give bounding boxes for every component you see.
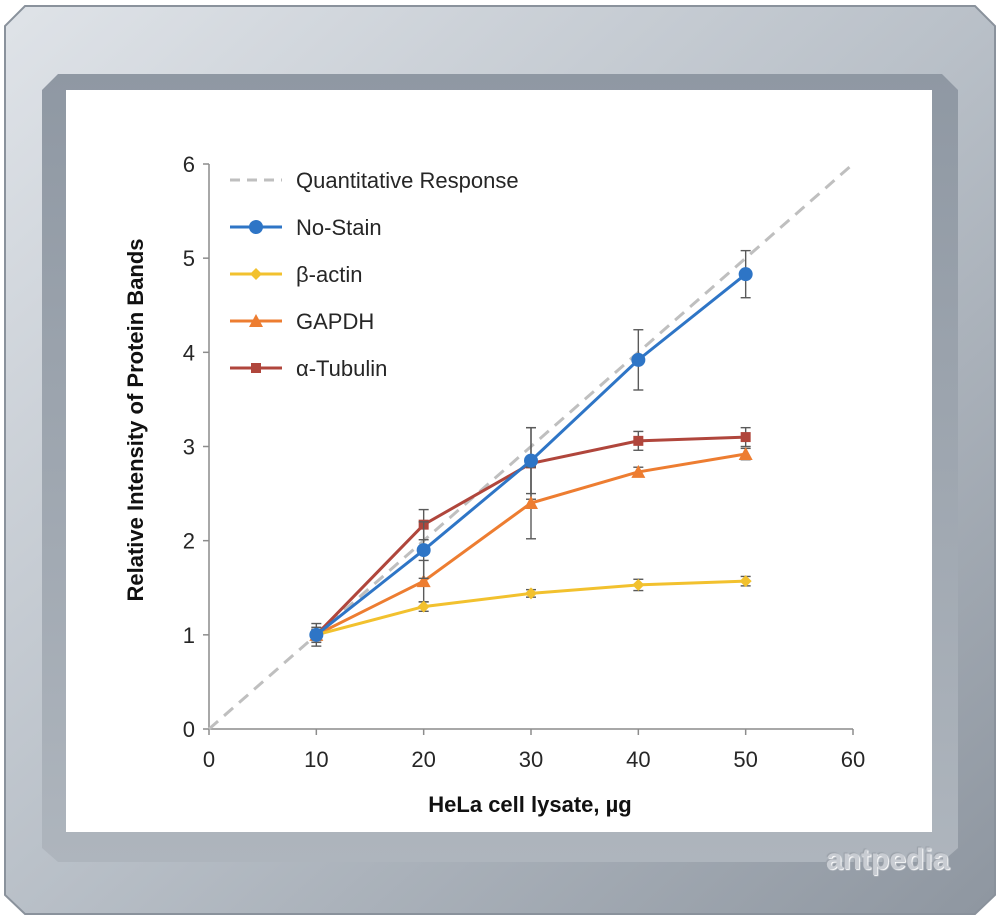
legend-marker bbox=[251, 363, 261, 373]
series-group bbox=[208, 162, 854, 731]
legend-label: No-Stain bbox=[296, 215, 382, 240]
x-axis-title: HeLa cell lysate, µg bbox=[428, 792, 631, 817]
data-point bbox=[738, 267, 753, 282]
data-point bbox=[740, 432, 751, 443]
legend-item: GAPDH bbox=[230, 309, 374, 334]
y-tick-label: 5 bbox=[183, 246, 195, 271]
y-tick-label: 3 bbox=[183, 435, 195, 460]
legend-item: β-actin bbox=[230, 262, 362, 287]
x-tick-label: 30 bbox=[519, 747, 543, 772]
legend-label: β-actin bbox=[296, 262, 362, 287]
x-tick-label: 0 bbox=[203, 747, 215, 772]
data-point bbox=[417, 600, 430, 613]
data-point bbox=[631, 352, 646, 367]
legend-label: Quantitative Response bbox=[296, 168, 519, 193]
legend-marker bbox=[249, 314, 263, 327]
y-tick-label: 0 bbox=[183, 717, 195, 742]
y-tick-labels: 0 1 2 3 4 5 6 bbox=[183, 152, 209, 742]
legend: Quantitative Response No-Stain β-actin GAPD… bbox=[230, 168, 519, 381]
legend-label: GAPDH bbox=[296, 309, 374, 334]
series-actin bbox=[310, 575, 752, 641]
data-point bbox=[524, 453, 538, 468]
x-tick-label: 40 bbox=[626, 747, 650, 772]
legend-marker bbox=[250, 268, 262, 280]
data-point bbox=[739, 575, 752, 588]
y-tick-label: 2 bbox=[183, 529, 195, 554]
data-point bbox=[633, 435, 644, 446]
x-tick-label: 20 bbox=[411, 747, 435, 772]
antpedia-watermark: antpedia bbox=[826, 843, 950, 876]
data-point bbox=[631, 464, 646, 478]
y-tick-label: 1 bbox=[183, 623, 195, 648]
x-tick-label: 10 bbox=[304, 747, 328, 772]
data-point bbox=[524, 496, 538, 509]
data-point bbox=[738, 447, 753, 461]
legend-item: No-Stain bbox=[230, 215, 382, 240]
x-tick-labels: 0 10 20 30 40 50 60 bbox=[203, 729, 865, 772]
data-point bbox=[525, 587, 537, 600]
x-tick-label: 60 bbox=[841, 747, 865, 772]
data-point bbox=[416, 543, 431, 558]
x-tick-label: 50 bbox=[733, 747, 757, 772]
legend-label: α-Tubulin bbox=[296, 356, 387, 381]
y-tick-label: 6 bbox=[183, 152, 195, 177]
chart-panel bbox=[66, 90, 932, 832]
data-point bbox=[632, 578, 645, 591]
legend-item: Quantitative Response bbox=[230, 168, 519, 193]
legend-marker bbox=[249, 220, 263, 234]
series-no-stain bbox=[309, 249, 753, 647]
y-axis-title: Relative Intensity of Protein Bands bbox=[123, 238, 148, 601]
data-point bbox=[416, 574, 431, 588]
legend-item: α-Tubulin bbox=[230, 356, 387, 381]
data-point bbox=[309, 627, 324, 642]
y-tick-label: 4 bbox=[183, 340, 195, 365]
